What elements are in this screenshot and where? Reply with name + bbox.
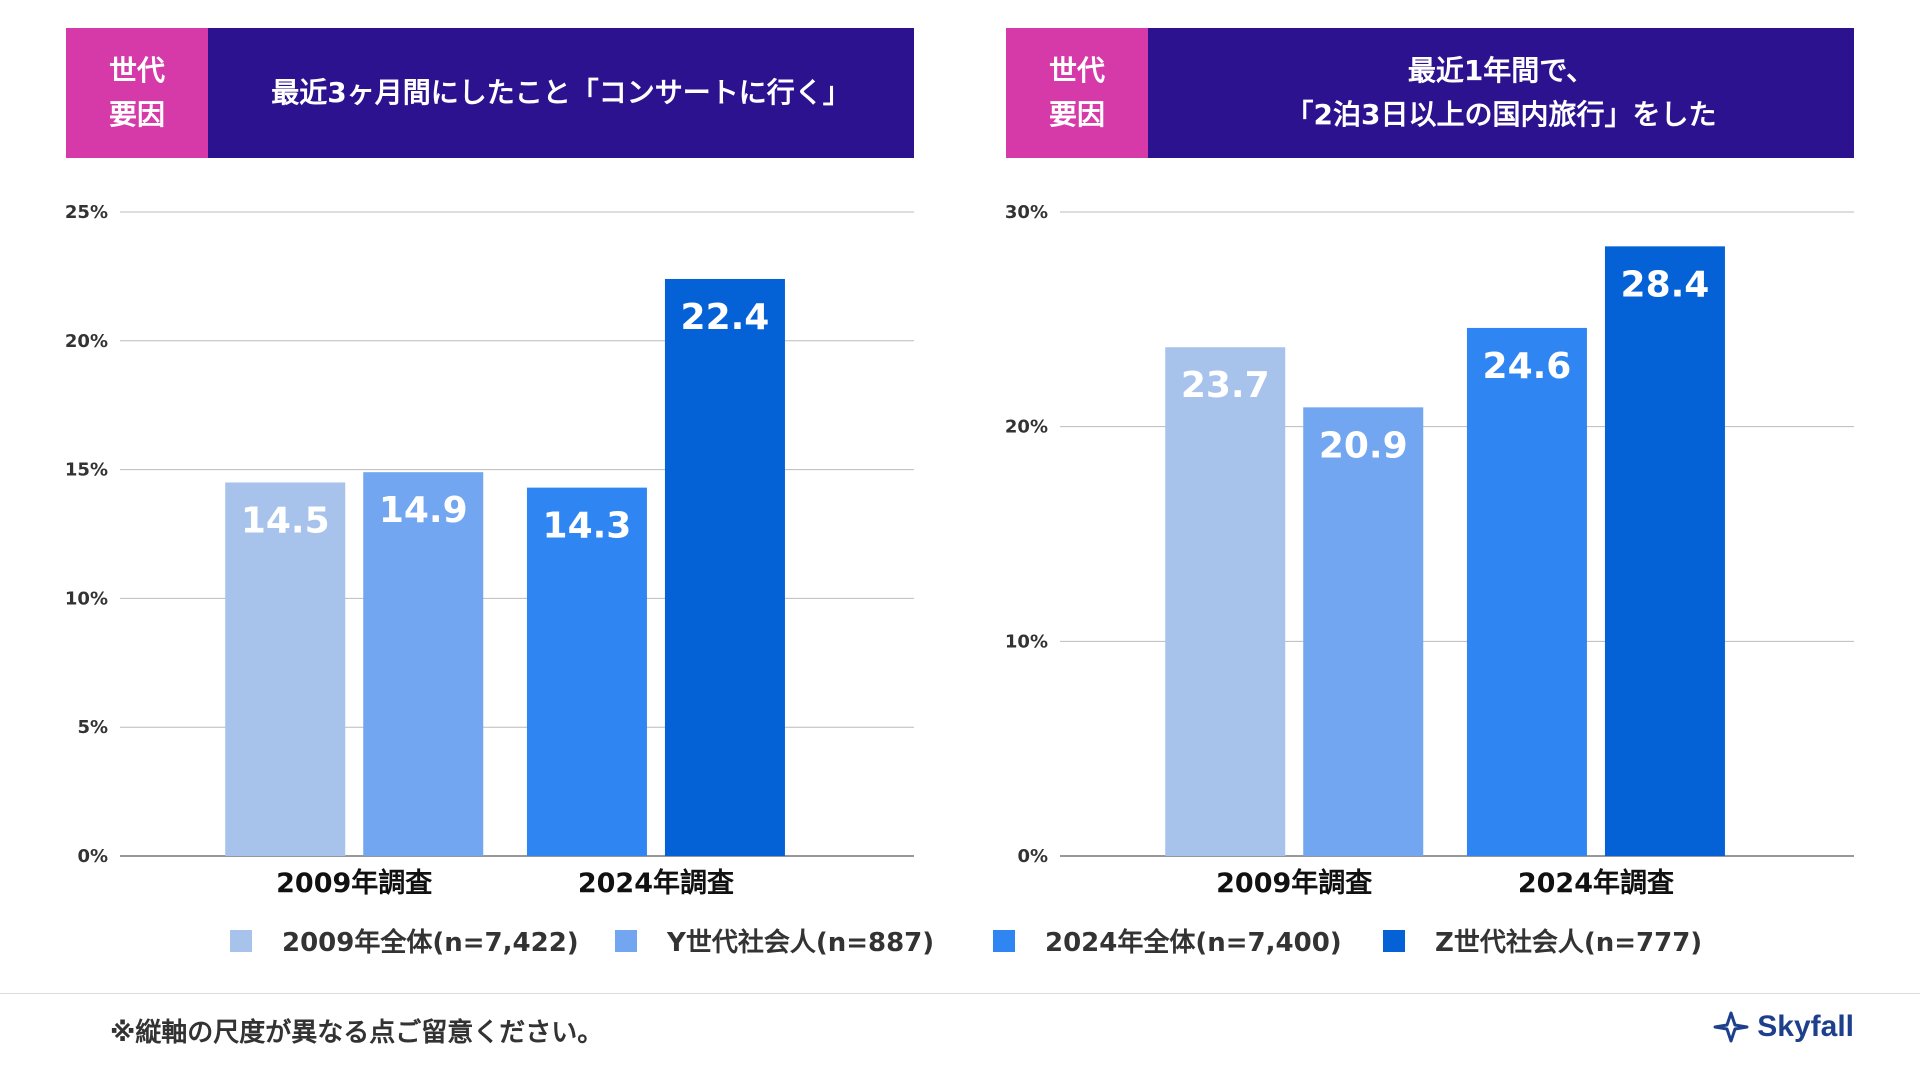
logo: Skyfall — [1713, 1010, 1854, 1044]
footnote: ※縦軸の尺度が異なる点ご留意ください。 — [110, 1018, 604, 1048]
legend-label: 2024年全体(n=7,400) — [1045, 928, 1342, 958]
y-tick-label: 25% — [65, 202, 108, 223]
bar — [1303, 407, 1424, 856]
chart-2-header: 世代 要因 最近1年間で、 「2泊3日以上の国内旅行」をした — [1006, 28, 1854, 158]
legend-item-2009-total: 2009年全体(n=7,422) — [230, 922, 615, 959]
y-tick-label: 10% — [1005, 631, 1048, 652]
chart-2: 0% 10% 20% 30% 23.7 20.9 2009年調査 24.6 28.4 2024年調… — [1005, 202, 1854, 899]
x-category-label: 2009年調査 — [1216, 867, 1372, 899]
legend-swatch — [230, 929, 252, 952]
data-label: 22.4 — [681, 297, 770, 338]
legend-label: 2009年全体(n=7,422) — [282, 928, 579, 958]
legend-swatch — [615, 929, 637, 952]
bar — [664, 278, 785, 856]
data-label: 23.7 — [1181, 365, 1270, 406]
y-tick-label: 20% — [65, 331, 108, 352]
legend-label: Z世代社会人(n=777) — [1435, 928, 1703, 958]
footer-divider — [0, 993, 1920, 994]
logo-text: Skyfall — [1757, 1010, 1854, 1043]
bar — [1604, 246, 1725, 856]
legend-item-2024-total: 2024年全体(n=7,400) — [993, 922, 1383, 959]
chart-1-tag: 世代 要因 — [66, 28, 208, 158]
chart-2-tag: 世代 要因 — [1006, 28, 1148, 158]
y-tick-label: 15% — [65, 460, 108, 481]
y-tick-label: 0% — [77, 846, 108, 867]
bar — [363, 472, 484, 856]
chart-1-header: 世代 要因 最近3ヶ月間にしたこと「コンサートに行く」 — [66, 28, 914, 158]
bar — [225, 482, 346, 856]
y-tick-label: 10% — [65, 588, 108, 609]
data-label: 14.3 — [543, 506, 632, 547]
legend-swatch — [993, 929, 1015, 952]
bar — [526, 487, 647, 856]
bar — [1165, 347, 1286, 856]
bar — [1466, 327, 1587, 856]
chart-1: 0% 5% 10% 15% 20% 25% 14.5 14.9 2009年調査 14.3 22.4 2… — [65, 202, 914, 899]
y-tick-label: 0% — [1017, 846, 1048, 867]
skyfall-logo-icon — [1713, 1011, 1749, 1043]
data-label: 14.5 — [241, 500, 330, 541]
x-category-label: 2024年調査 — [578, 867, 734, 899]
x-category-label: 2009年調査 — [276, 867, 432, 899]
data-label: 28.4 — [1621, 264, 1710, 305]
legend-item-y-generation: Y世代社会人(n=887) — [615, 922, 993, 959]
y-tick-label: 5% — [77, 717, 108, 738]
y-tick-label: 30% — [1005, 202, 1048, 223]
legend-label: Y世代社会人(n=887) — [667, 928, 935, 958]
legend: 2009年全体(n=7,422) Y世代社会人(n=887) 2024年全体(n… — [230, 922, 1702, 959]
legend-item-z-generation: Z世代社会人(n=777) — [1383, 922, 1702, 959]
y-tick-label: 20% — [1005, 417, 1048, 438]
data-label: 20.9 — [1319, 425, 1408, 466]
data-label: 24.6 — [1483, 346, 1572, 387]
chart-2-title: 最近1年間で、 「2泊3日以上の国内旅行」をした — [1148, 28, 1854, 158]
x-category-label: 2024年調査 — [1518, 867, 1674, 899]
data-label: 14.9 — [379, 490, 468, 531]
chart-1-title: 最近3ヶ月間にしたこと「コンサートに行く」 — [208, 28, 914, 158]
legend-swatch — [1383, 929, 1405, 952]
